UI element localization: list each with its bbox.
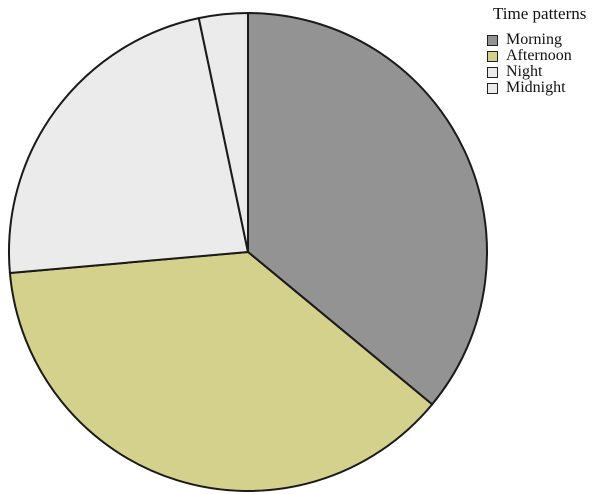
legend: Time patterns Morning Afternoon Night Midni… <box>487 4 613 96</box>
legend-label: Night <box>506 63 543 80</box>
pie-slice-morning <box>247 12 488 406</box>
legend-list: Morning Afternoon Night Midnight <box>487 31 613 96</box>
legend-title: Time patterns <box>493 4 587 23</box>
legend-item-afternoon: Afternoon <box>487 47 613 64</box>
pie-slice-night <box>8 17 249 274</box>
legend-swatch-morning <box>487 34 498 46</box>
pie-slices <box>8 12 488 492</box>
legend-item-morning: Morning <box>487 31 613 48</box>
legend-label: Midnight <box>506 79 566 96</box>
pie-slice-midnight <box>197 12 249 253</box>
legend-item-midnight: Midnight <box>487 79 613 96</box>
legend-swatch-afternoon <box>487 50 498 62</box>
legend-item-night: Night <box>487 63 613 80</box>
legend-label: Afternoon <box>506 47 572 64</box>
legend-swatch-night <box>487 66 498 78</box>
legend-swatch-midnight <box>487 82 498 94</box>
legend-label: Morning <box>506 31 562 48</box>
pie-slice-afternoon <box>8 251 434 492</box>
